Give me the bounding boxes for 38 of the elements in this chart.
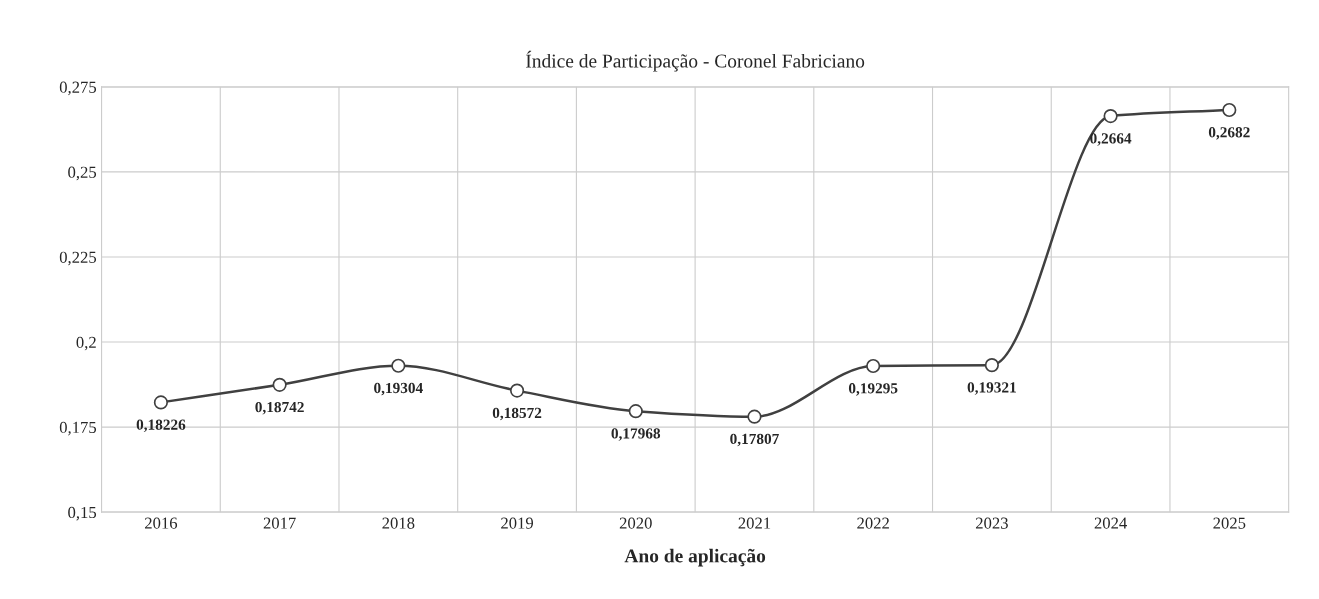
data-label: 0,19304 xyxy=(374,382,423,396)
data-label: 0,19321 xyxy=(967,382,1016,395)
point xyxy=(628,404,643,419)
data-label: 0,19295 xyxy=(848,383,898,396)
x-tick-label: 2018 xyxy=(382,517,415,529)
x-axis-title: Ano de aplicação xyxy=(624,548,766,567)
point xyxy=(1222,102,1237,118)
data-label: 0,17807 xyxy=(730,433,779,447)
y-tick-label: 0,2 xyxy=(76,336,96,351)
x-tick-label: 2017 xyxy=(263,517,296,529)
y-tick-label: 0,25 xyxy=(68,166,97,181)
x-tick-label: 2022 xyxy=(857,517,889,529)
x-tick-label: 2023 xyxy=(975,517,1008,529)
chart-title: Índice de Participação - Coronel Fabriciano xyxy=(526,50,865,72)
point xyxy=(272,377,287,392)
point xyxy=(391,358,406,373)
x-tick-label: 2024 xyxy=(1094,517,1127,529)
point xyxy=(1103,109,1118,124)
data-label: 0,2664 xyxy=(1090,133,1132,146)
data-label: 0,2682 xyxy=(1208,127,1250,140)
x-tick-label: 2020 xyxy=(619,517,652,529)
point xyxy=(866,358,881,374)
y-tick-label: 0,275 xyxy=(59,81,97,96)
point xyxy=(509,383,525,398)
y-tick-label: 0,15 xyxy=(68,506,97,521)
data-label: 0,18572 xyxy=(492,407,542,421)
x-tick-label: 2016 xyxy=(144,517,178,529)
data-label: 0,18742 xyxy=(255,401,304,415)
point xyxy=(153,395,169,410)
data-label: 0,18226 xyxy=(136,419,186,433)
y-tick-label: 0,225 xyxy=(59,251,97,266)
point xyxy=(984,358,999,373)
point xyxy=(747,409,762,424)
y-tick-label: 0,175 xyxy=(59,421,97,436)
x-tick-label: 2025 xyxy=(1213,517,1246,529)
x-tick-label: 2019 xyxy=(501,517,534,529)
data-label: 0,17968 xyxy=(611,428,661,441)
x-tick-label: 2021 xyxy=(738,517,771,529)
